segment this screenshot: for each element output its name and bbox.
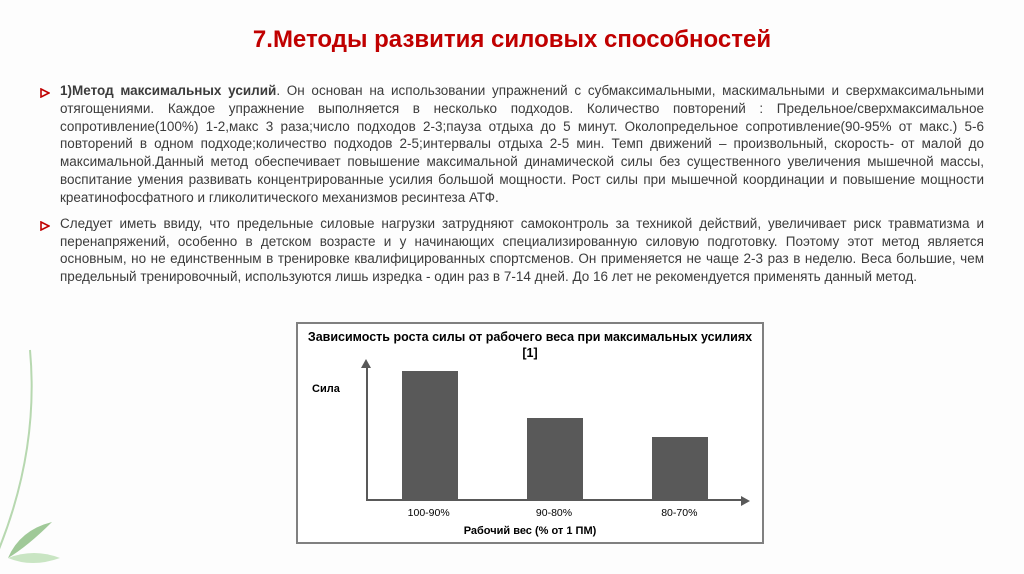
x-axis-arrow — [741, 496, 750, 506]
page-title: 7.Методы развития силовых способностей — [40, 26, 984, 54]
bar-slot — [368, 367, 493, 499]
bullet-icon — [40, 88, 50, 98]
bullet-icon — [40, 221, 50, 231]
chart-xlabel: Рабочий вес (% от 1 ПМ) — [306, 525, 754, 537]
paragraph-text: 1)Метод максимальных усилий. Он основан … — [60, 82, 984, 207]
paragraph-body: Следует иметь ввиду, что предельные сило… — [60, 216, 984, 284]
bar — [652, 437, 708, 499]
paragraph-list: 1)Метод максимальных усилий. Он основан … — [40, 82, 984, 286]
xtick-label: 80-70% — [617, 503, 742, 523]
chart-xticks: 100-90%90-80%80-70% — [366, 503, 742, 523]
bar — [527, 418, 583, 499]
paragraph-text: Следует иметь ввиду, что предельные сило… — [60, 215, 984, 286]
chart: Зависимость роста силы от рабочего веса … — [296, 322, 764, 544]
slide: 7.Методы развития силовых способностей 1… — [0, 0, 1024, 574]
xtick-label: 90-80% — [491, 503, 616, 523]
chart-ylabel: Сила — [312, 383, 340, 395]
paragraph-lead: 1)Метод максимальных усилий — [60, 83, 276, 98]
chart-area: Сила 100-90%90-80%80-70% — [306, 365, 754, 523]
chart-bars — [368, 367, 742, 499]
paragraph: Следует иметь ввиду, что предельные сило… — [40, 215, 984, 286]
leaf-decoration — [0, 310, 120, 574]
paragraph: 1)Метод максимальных усилий. Он основан … — [40, 82, 984, 207]
bar — [402, 371, 458, 499]
chart-title: Зависимость роста силы от рабочего веса … — [306, 330, 754, 361]
chart-plot — [366, 367, 742, 501]
bar-slot — [493, 367, 618, 499]
bar-slot — [617, 367, 742, 499]
xtick-label: 100-90% — [366, 503, 491, 523]
paragraph-body: . Он основан на использовании упражнений… — [60, 83, 984, 205]
